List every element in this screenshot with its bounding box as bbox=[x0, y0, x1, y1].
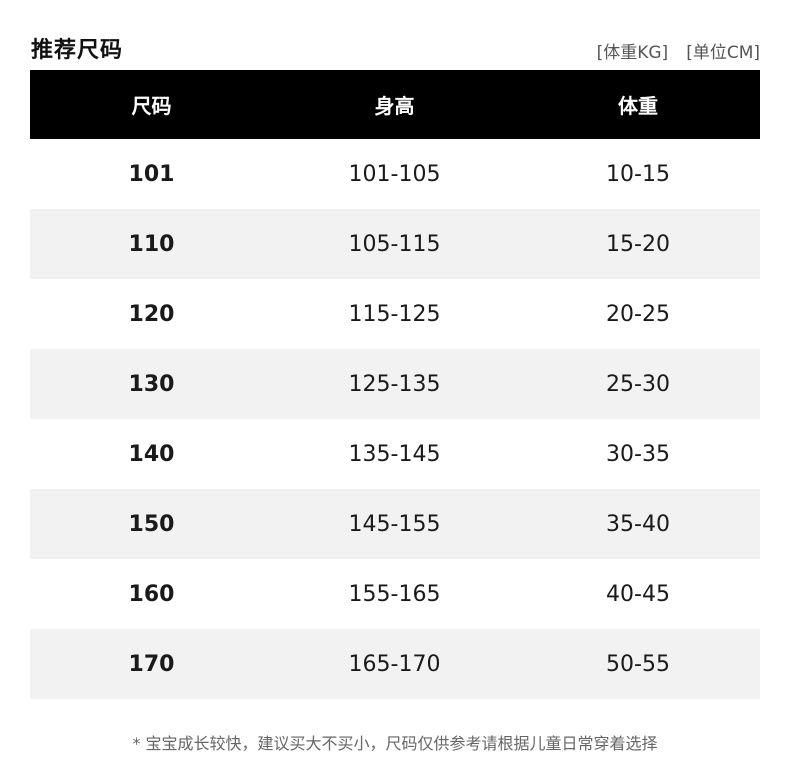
size-table: 尺码 身高 体重 101 101-105 10-15 110 105-115 15-20 1… bbox=[30, 70, 760, 699]
table-row: 160 155-165 40-45 bbox=[30, 559, 760, 629]
header-height: 身高 bbox=[374, 94, 415, 118]
size-cell: 110 bbox=[128, 231, 175, 257]
table-row: 140 135-145 30-35 bbox=[30, 419, 760, 489]
size-cell: 140 bbox=[128, 441, 175, 467]
weight-cell: 15-20 bbox=[606, 231, 670, 257]
size-cell: 160 bbox=[128, 581, 175, 607]
header-weight: 体重 bbox=[618, 94, 658, 118]
height-cell: 165-170 bbox=[348, 651, 441, 677]
footnote: * 宝宝成长较快，建议买大不买小，尺码仅供参考请根据儿童日常穿着选择 bbox=[132, 734, 658, 753]
size-cell: 120 bbox=[128, 301, 175, 327]
weight-cell: 50-55 bbox=[606, 651, 670, 677]
weight-cell: 10-15 bbox=[606, 161, 670, 187]
height-cell: 125-135 bbox=[348, 371, 441, 397]
height-cell: 101-105 bbox=[348, 161, 441, 187]
height-cell: 145-155 bbox=[348, 511, 441, 537]
height-cell: 105-115 bbox=[348, 231, 441, 257]
unit-labels: [体重KG] [单位CM] bbox=[579, 38, 760, 63]
weight-cell: 40-45 bbox=[606, 581, 670, 607]
weight-cell: 25-30 bbox=[606, 371, 670, 397]
height-cell: 115-125 bbox=[348, 301, 441, 327]
weight-unit: [体重KG] bbox=[596, 43, 669, 63]
header-size: 尺码 bbox=[131, 94, 172, 118]
weight-cell: 30-35 bbox=[606, 441, 670, 467]
size-cell: 130 bbox=[128, 371, 175, 397]
table-row: 110 105-115 15-20 bbox=[30, 209, 760, 279]
weight-cell: 20-25 bbox=[606, 301, 670, 327]
size-cell: 170 bbox=[128, 651, 175, 677]
table-row: 150 145-155 35-40 bbox=[30, 489, 760, 559]
table-row: 120 115-125 20-25 bbox=[30, 279, 760, 349]
size-cell: 150 bbox=[128, 511, 175, 537]
height-cell: 155-165 bbox=[348, 581, 441, 607]
length-unit: [单位CM] bbox=[686, 43, 760, 63]
table-row: 101 101-105 10-15 bbox=[30, 139, 760, 209]
page-title: 推荐尺码 bbox=[31, 38, 124, 63]
weight-cell: 35-40 bbox=[606, 511, 670, 537]
table-header: 尺码 身高 体重 bbox=[30, 70, 760, 139]
table-row: 130 125-135 25-30 bbox=[30, 349, 760, 419]
table-row: 170 165-170 50-55 bbox=[30, 629, 760, 699]
size-cell: 101 bbox=[128, 161, 175, 187]
height-cell: 135-145 bbox=[348, 441, 441, 467]
